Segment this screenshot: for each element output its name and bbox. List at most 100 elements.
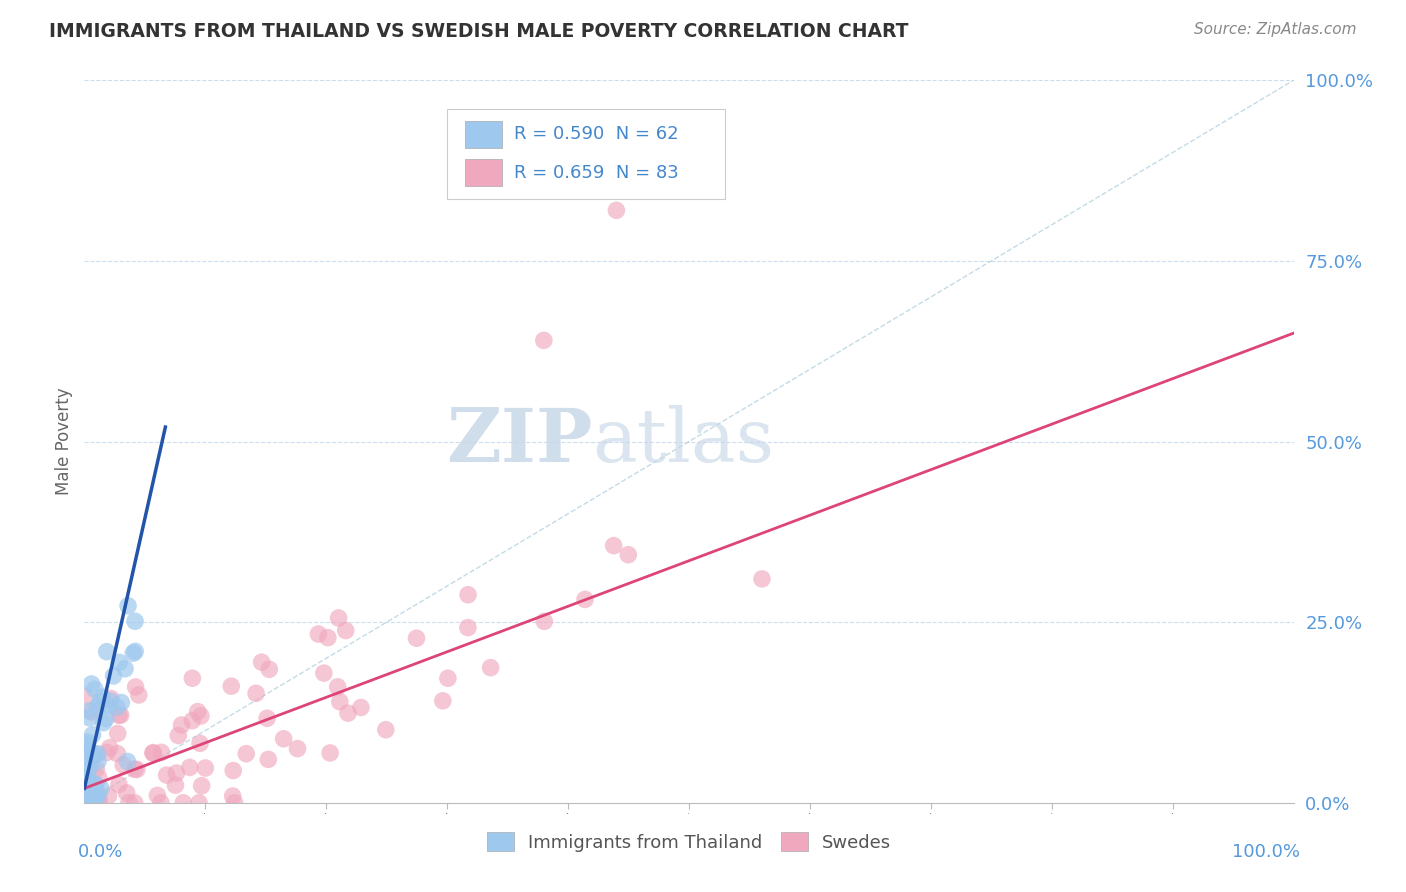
- Point: [79, 704, 101, 718]
- Point: [79, 789, 101, 803]
- Point: [107, 726, 129, 740]
- Point: [87, 796, 110, 810]
- Point: [75, 789, 97, 803]
- Point: [457, 621, 479, 635]
- Point: [142, 746, 165, 760]
- Point: [76, 789, 98, 803]
- Point: [181, 714, 204, 728]
- Point: [77, 776, 100, 790]
- Point: [350, 700, 373, 714]
- Point: [221, 789, 243, 803]
- Point: [79, 761, 101, 775]
- Point: [90, 781, 112, 796]
- Point: [86, 789, 108, 803]
- Point: [80, 677, 103, 691]
- Point: [167, 729, 190, 743]
- Point: [172, 796, 194, 810]
- Point: [89, 695, 111, 709]
- Text: 100.0%: 100.0%: [1232, 843, 1299, 861]
- Point: [75, 793, 97, 807]
- Point: [96, 645, 118, 659]
- Point: [125, 763, 148, 777]
- Point: [149, 796, 172, 810]
- Point: [83, 682, 105, 697]
- Point: [405, 631, 427, 645]
- Point: [105, 700, 128, 714]
- Y-axis label: Male Poverty: Male Poverty: [55, 388, 73, 495]
- Point: [124, 644, 146, 658]
- Legend: Immigrants from Thailand, Swedes: Immigrants from Thailand, Swedes: [479, 825, 898, 859]
- Point: [75, 789, 97, 803]
- Point: [79, 756, 101, 771]
- Point: [76, 776, 98, 790]
- Point: [256, 711, 278, 725]
- Point: [259, 662, 281, 676]
- Point: [124, 796, 146, 810]
- Point: [194, 761, 217, 775]
- Point: [602, 539, 624, 553]
- Point: [751, 572, 773, 586]
- Point: [124, 680, 146, 694]
- Point: [97, 698, 120, 713]
- Point: [79, 789, 101, 803]
- Text: R = 0.659  N = 83: R = 0.659 N = 83: [513, 164, 678, 182]
- Point: [76, 772, 98, 786]
- Point: [76, 789, 98, 803]
- Point: [76, 787, 98, 801]
- Bar: [465, 120, 502, 148]
- Point: [190, 709, 212, 723]
- Point: [326, 680, 349, 694]
- Point: [245, 686, 267, 700]
- Point: [337, 706, 360, 720]
- Point: [328, 611, 350, 625]
- Point: [156, 768, 179, 782]
- Point: [110, 708, 132, 723]
- Point: [80, 794, 103, 808]
- Point: [316, 631, 339, 645]
- Point: [79, 711, 101, 725]
- Point: [91, 690, 114, 704]
- Point: [457, 588, 479, 602]
- Point: [84, 777, 107, 791]
- Point: [437, 671, 460, 685]
- Point: [75, 789, 97, 803]
- Point: [108, 777, 131, 791]
- Point: [76, 789, 98, 803]
- Point: [165, 778, 187, 792]
- Point: [181, 671, 204, 685]
- Point: [117, 755, 139, 769]
- Point: [124, 762, 146, 776]
- Point: [84, 778, 107, 792]
- Point: [87, 747, 110, 761]
- Point: [75, 750, 97, 764]
- Point: [83, 747, 105, 761]
- Point: [166, 766, 188, 780]
- Point: [617, 548, 640, 562]
- Point: [287, 741, 309, 756]
- Point: [80, 789, 103, 803]
- Point: [257, 752, 280, 766]
- Point: [222, 764, 245, 778]
- Point: [533, 334, 555, 348]
- Point: [112, 758, 135, 772]
- Point: [84, 762, 107, 776]
- Point: [224, 796, 246, 810]
- Point: [87, 754, 110, 768]
- Point: [82, 728, 104, 742]
- Point: [219, 679, 242, 693]
- Point: [93, 715, 115, 730]
- Point: [77, 772, 100, 786]
- Point: [75, 743, 97, 757]
- Point: [188, 736, 211, 750]
- Point: [117, 599, 139, 613]
- Point: [108, 656, 131, 670]
- Point: [188, 796, 211, 810]
- Point: [86, 699, 108, 714]
- Point: [118, 796, 141, 810]
- Point: [75, 690, 97, 704]
- Point: [94, 711, 117, 725]
- Point: [187, 705, 209, 719]
- Text: atlas: atlas: [592, 405, 775, 478]
- Point: [335, 624, 357, 638]
- Text: ZIP: ZIP: [446, 405, 592, 478]
